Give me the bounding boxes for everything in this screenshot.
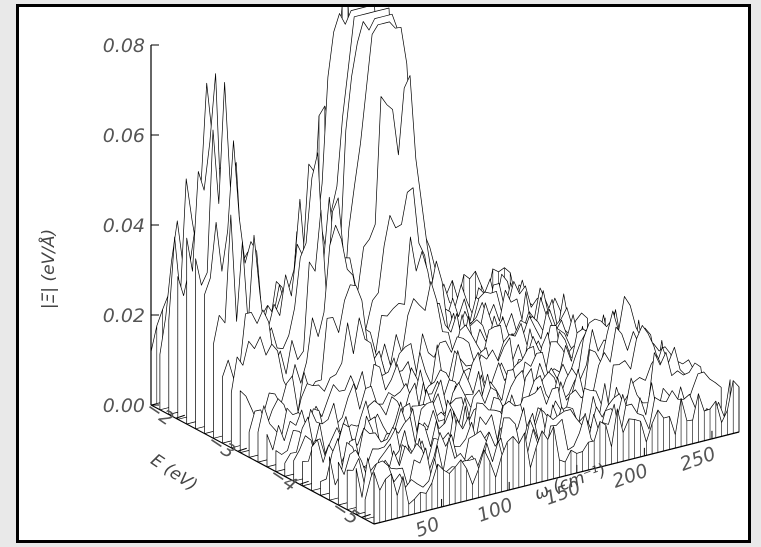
x-tick-label: 250 (677, 443, 719, 476)
y-tick-mark (361, 513, 371, 518)
z-tick-label: 0.08 (103, 35, 145, 57)
z-tick-label: 0.04 (103, 215, 145, 237)
x-tick-label: 100 (474, 494, 516, 527)
z-tick-label: 0.00 (103, 395, 145, 417)
x-tick-label: 200 (610, 460, 652, 493)
y-tick-mark (299, 480, 309, 485)
y-tick-mark (175, 414, 185, 419)
y-axis-line (150, 404, 375, 525)
x-tick-label: 50 (412, 513, 442, 540)
x-axis-line (373, 431, 740, 525)
z-tick-label: 0.06 (103, 125, 145, 147)
z-tick-label: 0.02 (103, 305, 145, 327)
figure-frame: 0.00 0.02 0.04 0.06 0.08 50 100 150 200 250 −2 −3… (16, 4, 751, 543)
y-axis-label: E (eV) (147, 450, 201, 495)
z-axis-label: |Ξ| (eV/Å) (37, 229, 59, 309)
y-tick-mark (237, 447, 247, 452)
surface-mesh (150, 7, 740, 525)
z-axis-ticks: 0.00 0.02 0.04 0.06 0.08 (103, 35, 159, 417)
